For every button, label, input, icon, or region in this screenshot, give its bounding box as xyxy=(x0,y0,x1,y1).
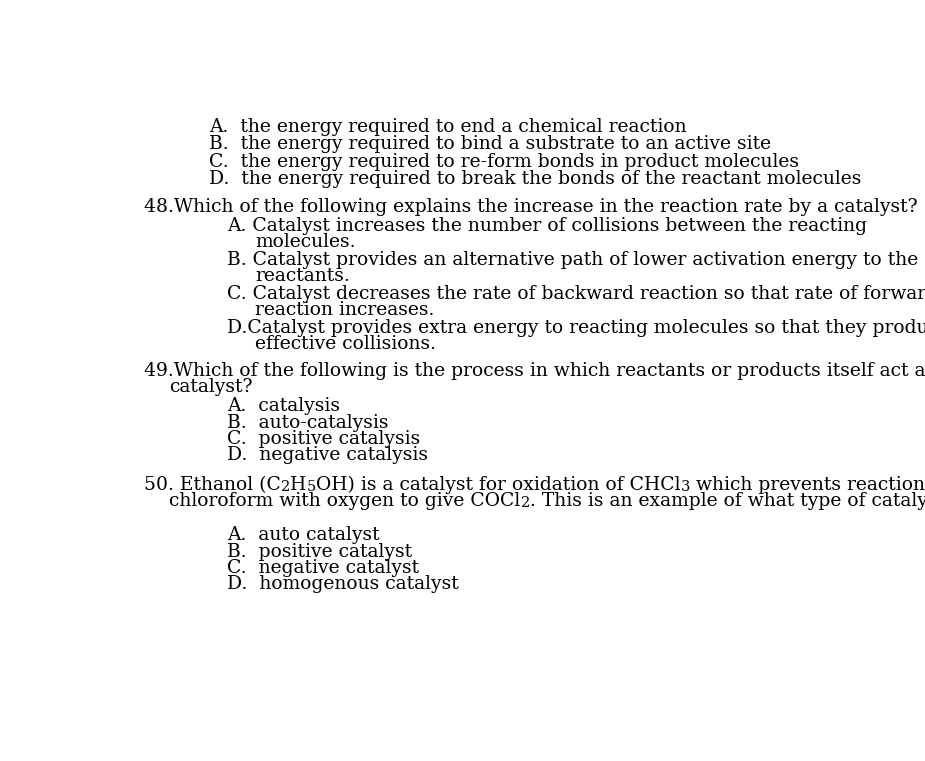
Text: D.  the energy required to break the bonds of the reactant molecules: D. the energy required to break the bond… xyxy=(209,170,861,189)
Text: C.  negative catalyst: C. negative catalyst xyxy=(227,559,419,577)
Text: B.  the energy required to bind a substrate to an active site: B. the energy required to bind a substra… xyxy=(209,135,771,153)
Text: D.  homogenous catalyst: D. homogenous catalyst xyxy=(227,575,459,594)
Text: A.  the energy required to end a chemical reaction: A. the energy required to end a chemical… xyxy=(209,118,686,135)
Text: OH) is a catalyst for oxidation of CHCl: OH) is a catalyst for oxidation of CHCl xyxy=(316,476,681,494)
Text: D.  negative catalysis: D. negative catalysis xyxy=(227,447,427,464)
Text: C. Catalyst decreases the rate of backward reaction so that rate of forward: C. Catalyst decreases the rate of backwa… xyxy=(227,285,925,303)
Text: C.  the energy required to re-form bonds in product molecules: C. the energy required to re-form bonds … xyxy=(209,153,799,171)
Text: reactants.: reactants. xyxy=(255,267,351,285)
Text: 50. Ethanol (C: 50. Ethanol (C xyxy=(144,476,281,494)
Text: D.Catalyst provides extra energy to reacting molecules so that they produce: D.Catalyst provides extra energy to reac… xyxy=(227,319,925,336)
Text: A.  auto catalyst: A. auto catalyst xyxy=(227,526,379,544)
Text: C.  positive catalysis: C. positive catalysis xyxy=(227,430,420,448)
Text: B.  auto-catalysis: B. auto-catalysis xyxy=(227,414,388,431)
Text: . This is an example of what type of catalyst?: . This is an example of what type of cat… xyxy=(530,492,925,510)
Text: reaction increases.: reaction increases. xyxy=(255,301,435,319)
Text: which prevents reaction of: which prevents reaction of xyxy=(690,476,925,494)
Text: catalyst?: catalyst? xyxy=(169,378,253,396)
Text: 2: 2 xyxy=(281,479,290,494)
Text: 5: 5 xyxy=(307,479,316,494)
Text: B.  positive catalyst: B. positive catalyst xyxy=(227,543,412,561)
Text: chloroform with oxygen to give COCl: chloroform with oxygen to give COCl xyxy=(169,492,521,510)
Text: H: H xyxy=(290,476,307,494)
Text: 49.Which of the following is the process in which reactants or products itself a: 49.Which of the following is the process… xyxy=(144,362,925,380)
Text: molecules.: molecules. xyxy=(255,233,356,251)
Text: effective collisions.: effective collisions. xyxy=(255,335,437,353)
Text: 3: 3 xyxy=(681,479,690,494)
Text: 48.Which of the following explains the increase in the reaction rate by a cataly: 48.Which of the following explains the i… xyxy=(144,198,918,216)
Text: B. Catalyst provides an alternative path of lower activation energy to the: B. Catalyst provides an alternative path… xyxy=(227,250,918,269)
Text: 2: 2 xyxy=(521,496,530,510)
Text: A.  catalysis: A. catalysis xyxy=(227,397,339,416)
Text: A. Catalyst increases the number of collisions between the reacting: A. Catalyst increases the number of coll… xyxy=(227,217,867,234)
